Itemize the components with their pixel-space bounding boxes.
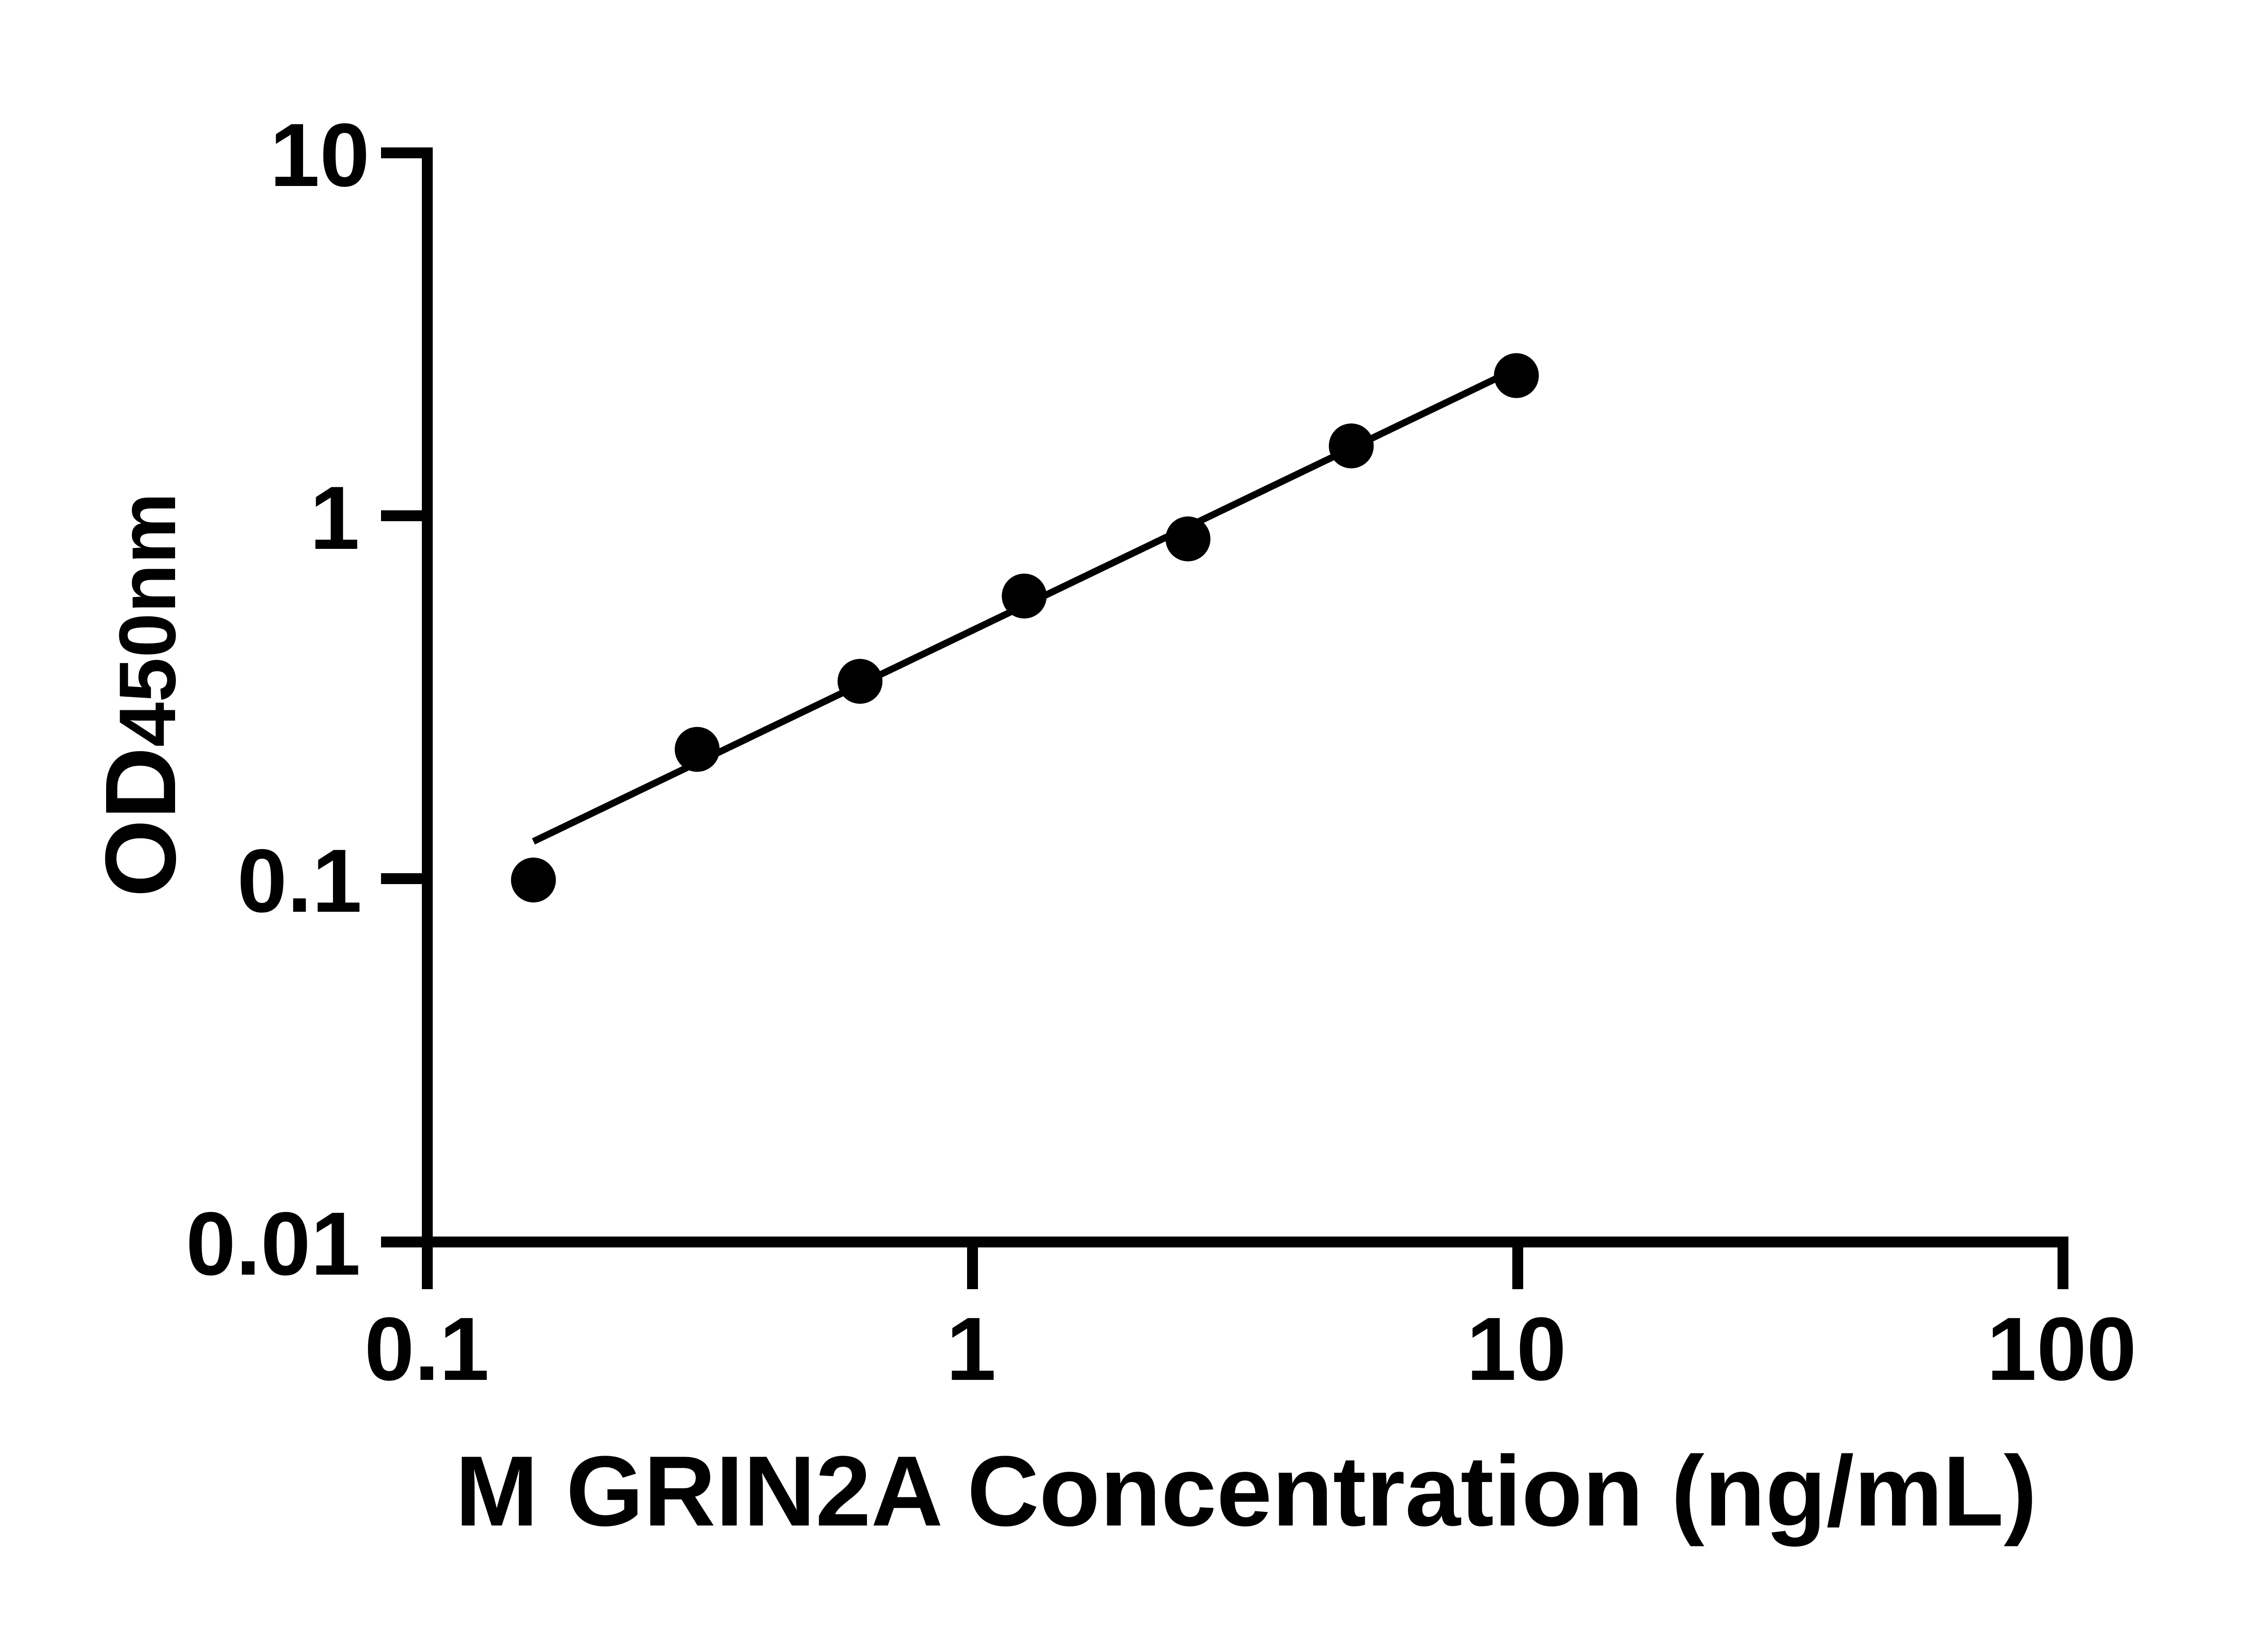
svg-text:0.1: 0.1 [364,1299,489,1399]
svg-text:1: 1 [310,468,360,568]
svg-text:0.01: 0.01 [186,1193,361,1294]
svg-text:M GRIN2A Concentration (ng/mL): M GRIN2A Concentration (ng/mL) [455,1435,2037,1547]
svg-text:1: 1 [946,1299,996,1399]
svg-text:10: 10 [270,105,370,205]
svg-text:10: 10 [1466,1299,1566,1399]
svg-text:OD450nm: OD450nm [84,493,196,897]
svg-text:100: 100 [1987,1299,2136,1399]
svg-text:0.1: 0.1 [237,831,362,931]
